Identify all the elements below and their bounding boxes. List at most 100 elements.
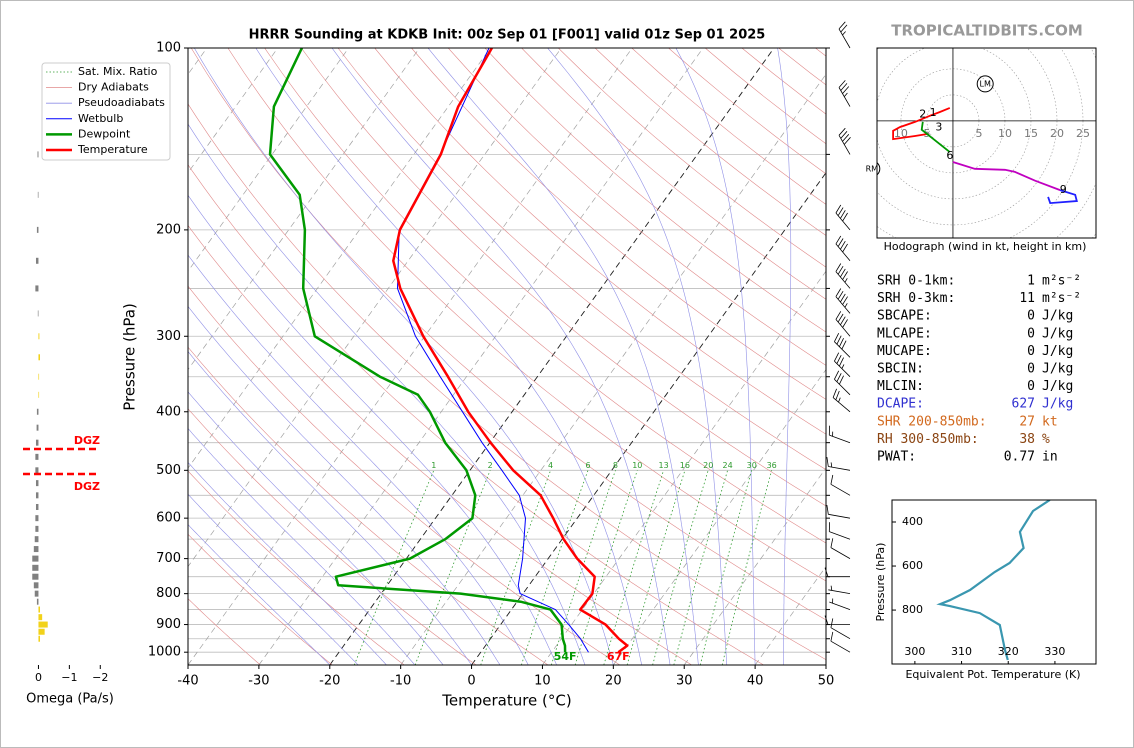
stat-value: 0 [1027, 309, 1035, 324]
legend-label: Temperature [77, 143, 148, 156]
hodograph-trace [952, 161, 1061, 191]
watermark: TROPICALTIDBITS.COM [891, 22, 1083, 40]
wind-barb [835, 288, 851, 314]
pseudoadiabat [255, 48, 642, 665]
dry-adiabat [188, 533, 333, 665]
mixing-ratio-label: 2 [488, 461, 493, 470]
mixing-ratio-label: 16 [680, 461, 690, 470]
wind-barb [834, 333, 851, 358]
omega-bar [38, 606, 40, 613]
wind-barb [826, 457, 851, 471]
omega-bar [35, 257, 39, 264]
wind-barb [835, 263, 851, 289]
wind-barb [835, 311, 851, 337]
thetae-y-tick-label: 800 [902, 603, 923, 616]
legend-box [41, 62, 171, 161]
dry-adiabat [188, 470, 405, 665]
omega-bar [34, 590, 39, 597]
stat-label: SRH 0-1km: [877, 274, 955, 289]
omega-bar [33, 582, 39, 589]
dry-adiabat [188, 224, 692, 665]
mixing-ratio-line [721, 470, 773, 665]
profile-line [268, 48, 567, 653]
dry-adiabat [337, 48, 826, 470]
legend-label: Dry Adiabats [78, 81, 149, 94]
omega-bar [34, 536, 39, 543]
omega-bar [36, 598, 39, 605]
x-tick-label: -40 [177, 674, 198, 689]
x-tick-label: -20 [319, 674, 340, 689]
stat-label: MLCAPE: [877, 326, 932, 341]
isotherm [542, 270, 826, 665]
pseudoadiabat [188, 351, 472, 665]
dry-adiabat [484, 48, 826, 333]
mixing-ratio-line [652, 470, 709, 665]
pseudoadiabat [675, 48, 756, 665]
omega-bar [36, 408, 39, 415]
stat-value: 0 [1027, 362, 1035, 377]
ring-label: 10 [998, 127, 1012, 140]
omega-bar [35, 480, 39, 487]
omega-bar [38, 391, 40, 398]
omega-bar [38, 333, 40, 340]
wind-barb [834, 370, 851, 396]
thetae-x-tick-label: 300 [904, 645, 925, 658]
stat-value: 0.77 [1004, 450, 1035, 465]
dry-adiabat [188, 103, 826, 661]
mixing-ratio-label: 13 [659, 461, 669, 470]
x-tick-label: 20 [605, 674, 622, 689]
omega-axis-label: Omega (Pa/s) [26, 692, 114, 707]
wind-barb [830, 474, 851, 496]
stat-unit: J/kg [1042, 344, 1073, 359]
surface-label: 67F [607, 650, 630, 663]
ring-label: 15 [1024, 127, 1038, 140]
thetae-y-tick-label: 600 [902, 559, 923, 572]
height-label: 2 [919, 108, 926, 121]
y-tick-label: 200 [156, 222, 181, 237]
wind-barb [829, 598, 851, 610]
omega-bar [35, 285, 39, 292]
pseudoadiabat [188, 428, 416, 665]
mixing-ratio-line [550, 470, 616, 665]
mixing-ratio-label: 10 [632, 461, 642, 470]
stat-label: PWAT: [877, 450, 916, 465]
pseudoadiabat [188, 254, 529, 665]
ring-label: 5 [975, 127, 982, 140]
dry-adiabat [188, 285, 621, 665]
hodograph-trace [920, 121, 951, 153]
isotherm [188, 48, 491, 469]
thetae-x-tick-label: 310 [951, 645, 972, 658]
pseudoadiabat [188, 524, 331, 665]
dry-adiabat [411, 48, 826, 400]
y-tick-label: 400 [156, 404, 181, 419]
dry-adiabat [264, 48, 826, 544]
x-tick-label: 0 [467, 674, 475, 689]
stat-unit: % [1042, 432, 1050, 447]
stat-unit: m²s⁻² [1042, 291, 1081, 306]
stat-unit: m²s⁻² [1042, 274, 1081, 289]
storm-motion-marker [976, 75, 994, 93]
omega-bar [35, 467, 39, 474]
stat-label: SRH 0-3km: [877, 291, 955, 306]
dry-adiabat [374, 48, 826, 435]
wind-barb [830, 538, 851, 559]
stat-label: MUCAPE: [877, 344, 932, 359]
wind-barb [828, 585, 851, 594]
omega-bar [32, 573, 39, 580]
wind-barb [828, 425, 851, 444]
dry-adiabat [188, 346, 549, 665]
skewt-frame [187, 47, 827, 666]
stat-value: 1 [1027, 274, 1035, 289]
hodograph-caption: Hodograph (wind in kt, height in km) [884, 240, 1087, 253]
isotherm [188, 48, 279, 174]
wind-barb [835, 204, 851, 231]
legend-label: Sat. Mix. Ratio [78, 65, 158, 78]
mixing-ratio-line [699, 470, 753, 665]
thetae-x-label: Equivalent Pot. Temperature (K) [905, 668, 1080, 681]
thetae-y-tick-label: 400 [902, 515, 923, 528]
stat-value: 627 [1012, 397, 1035, 412]
wind-barb [838, 21, 851, 49]
omega-bar [36, 226, 39, 233]
mixing-ratio-line [626, 470, 686, 665]
x-tick-label: -30 [248, 674, 269, 689]
